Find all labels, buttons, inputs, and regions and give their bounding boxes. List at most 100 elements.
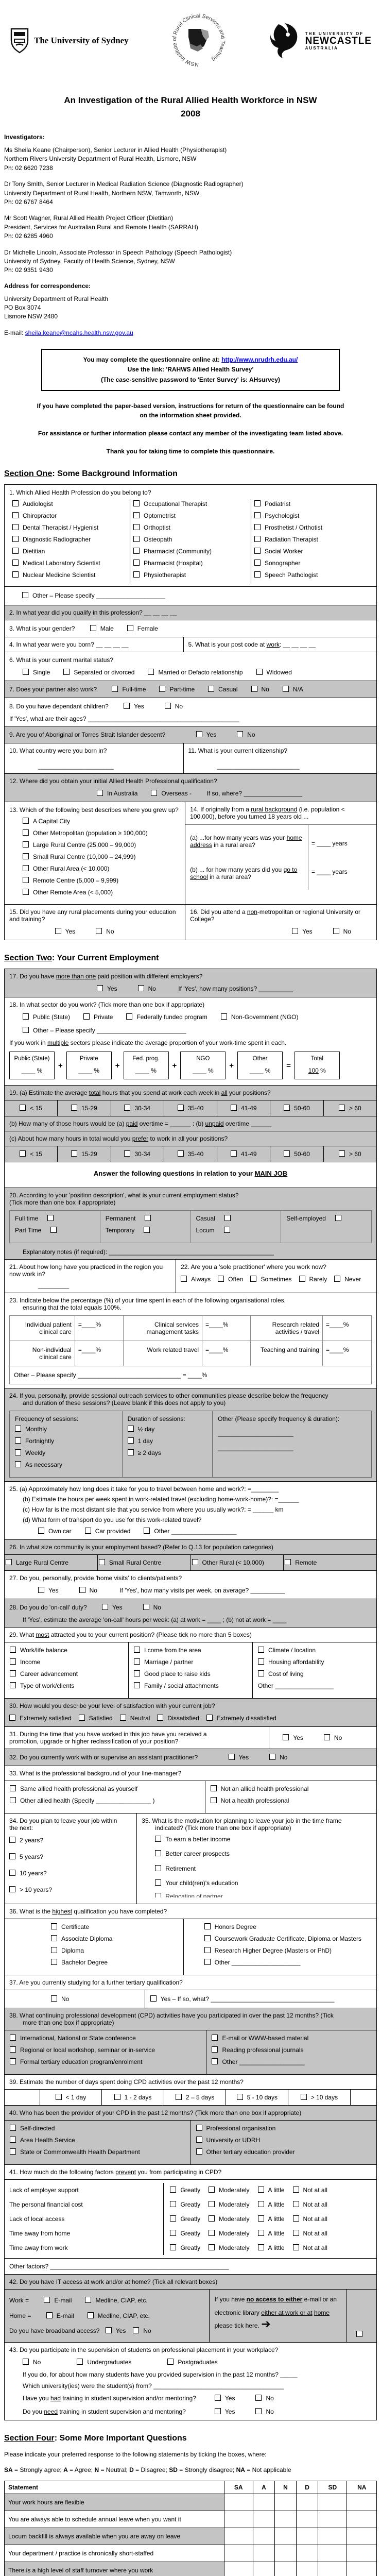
checkbox-option[interactable]: Greatly <box>170 2230 200 2237</box>
checkbox-option[interactable]: Other ____________________ <box>204 1959 371 1966</box>
checkbox-option[interactable]: No <box>133 2325 151 2337</box>
checkbox-icon[interactable] <box>12 500 19 507</box>
checkbox-icon[interactable] <box>236 2094 243 2100</box>
q23-role-value[interactable]: =____% <box>322 1316 371 1341</box>
checkbox-option[interactable]: Not at all <box>292 2187 327 2194</box>
checkbox-option[interactable]: Weekly <box>15 1449 117 1456</box>
checkbox-icon[interactable] <box>20 1105 26 1111</box>
checkbox-icon[interactable] <box>12 536 19 543</box>
checkbox-option[interactable]: Yes <box>228 1754 249 1761</box>
option-cell[interactable]: 35-40 <box>163 1146 217 1162</box>
checkbox-icon[interactable] <box>292 2201 299 2208</box>
checkbox-icon[interactable] <box>335 1215 341 1222</box>
checkbox-option[interactable]: Nuclear Medicine Scientist <box>12 571 127 579</box>
checkbox-option[interactable]: I come from the area <box>134 1647 247 1654</box>
checkbox-option[interactable]: Prosthetist / Orthotist <box>254 524 369 531</box>
checkbox-icon[interactable] <box>133 2327 140 2333</box>
checkbox-option[interactable]: Work/life balance <box>10 1647 123 1654</box>
checkbox-option[interactable]: Pharmacist (Community) <box>133 548 248 555</box>
checkbox-icon[interactable] <box>196 731 202 738</box>
checkbox-option[interactable]: Monthly <box>15 1426 117 1433</box>
checkbox-option[interactable]: Undergraduates <box>77 2358 131 2366</box>
checkbox-option[interactable]: E-mail <box>44 2294 72 2307</box>
q18-box-other[interactable]: Other ____ % <box>237 1052 283 1080</box>
checkbox-option[interactable]: Climate / location <box>258 1647 371 1654</box>
checkbox-icon[interactable] <box>181 1276 187 1282</box>
option-cell[interactable]: > 60 <box>323 1146 376 1162</box>
checkbox-icon[interactable] <box>12 560 19 566</box>
checkbox-option[interactable]: Yes <box>38 1587 59 1594</box>
checkbox-icon[interactable] <box>97 790 103 796</box>
checkbox-icon[interactable] <box>133 548 140 554</box>
checkbox-option[interactable]: Other allied health (Specify ___________… <box>10 1797 200 1804</box>
checkbox-icon[interactable] <box>210 1785 217 1792</box>
checkbox-option[interactable]: Research Higher Degree (Masters or PhD) <box>204 1947 371 1954</box>
checkbox-icon[interactable] <box>220 1013 227 1020</box>
checkbox-icon[interactable] <box>148 669 154 675</box>
checkbox-option[interactable]: Marriage / partner <box>134 1658 247 1666</box>
checkbox-option[interactable]: Type of work/clients <box>10 1682 123 1689</box>
checkbox-option[interactable]: Good place to raise kids <box>134 1670 247 1677</box>
checkbox-icon[interactable] <box>127 1449 134 1456</box>
checkbox-option[interactable]: Full-time <box>112 686 146 693</box>
checkbox-icon[interactable] <box>12 512 19 519</box>
checkbox-option[interactable]: Other – Please specify _________________… <box>23 1027 186 1034</box>
option-cell[interactable]: 35-40 <box>163 1100 217 1116</box>
checkbox-icon[interactable] <box>23 669 29 675</box>
checkbox-option[interactable]: 2 – 5 days <box>175 2094 214 2101</box>
option-cell[interactable]: < 15 <box>5 1146 57 1162</box>
checkbox-option[interactable]: Greatly <box>170 2215 200 2223</box>
checkbox-option[interactable]: < 15 <box>20 1150 42 1158</box>
checkbox-option[interactable]: Osteopath <box>133 536 248 543</box>
checkbox-icon[interactable] <box>145 1215 151 1222</box>
checkbox-icon[interactable] <box>218 1276 224 1282</box>
checkbox-icon[interactable] <box>356 2330 363 2337</box>
checkbox-option[interactable]: 50-60 <box>284 1150 310 1158</box>
checkbox-option[interactable]: N/A <box>282 686 303 693</box>
checkbox-option[interactable]: Diagnostic Radiographer <box>12 536 127 543</box>
checkbox-icon[interactable] <box>9 1715 15 1721</box>
checkbox-icon[interactable] <box>112 686 118 692</box>
answer-cell[interactable] <box>347 2561 377 2576</box>
checkbox-icon[interactable] <box>84 1528 91 1534</box>
checkbox-option[interactable]: Career advancement <box>10 1670 123 1677</box>
checkbox-icon[interactable] <box>6 1559 12 1566</box>
checkbox-option[interactable]: 35-40 <box>177 1150 203 1158</box>
checkbox-icon[interactable] <box>124 1150 131 1157</box>
checkbox-option[interactable]: Extremely dissatisfied <box>206 1715 276 1722</box>
checkbox-option[interactable]: Large Rural Centre <box>6 1559 68 1566</box>
checkbox-option[interactable]: Yes – If so, what? _____________________… <box>150 1995 335 2003</box>
checkbox-icon[interactable] <box>269 1754 276 1760</box>
checkbox-icon[interactable] <box>134 1658 140 1665</box>
checkbox-option[interactable]: Sometimes <box>250 1276 292 1283</box>
checkbox-option[interactable]: 50-60 <box>284 1105 310 1112</box>
q10-blank[interactable]: ______________________ <box>38 762 114 770</box>
checkbox-icon[interactable] <box>15 1461 21 1468</box>
checkbox-option[interactable]: Optometrist <box>133 512 248 519</box>
checkbox-icon[interactable] <box>155 1892 162 1897</box>
checkbox-icon[interactable] <box>144 1528 150 1534</box>
checkbox-icon[interactable] <box>151 790 158 796</box>
checkbox-icon[interactable] <box>150 1995 157 2002</box>
checkbox-icon[interactable] <box>170 2201 177 2208</box>
checkbox-icon[interactable] <box>10 1785 16 1792</box>
checkbox-option[interactable]: Married or Defacto relationship <box>148 669 243 676</box>
option-cell[interactable]: 5 - 10 days <box>226 2090 288 2106</box>
answer-cell[interactable] <box>347 2527 377 2545</box>
checkbox-option[interactable]: No <box>79 1587 97 1594</box>
checkbox-icon[interactable] <box>251 686 257 692</box>
checkbox-option[interactable]: Housing affordability <box>258 1658 371 1666</box>
checkbox-icon[interactable] <box>212 2058 218 2065</box>
checkbox-option[interactable]: A little <box>257 2244 285 2251</box>
checkbox-option[interactable]: 15-29 <box>71 1105 97 1112</box>
answer-cell[interactable] <box>347 2544 377 2562</box>
checkbox-option[interactable]: Income <box>10 1658 123 1666</box>
checkbox-icon[interactable] <box>282 686 289 692</box>
answer-cell[interactable] <box>318 2527 348 2545</box>
checkbox-option[interactable]: Yes <box>214 2394 235 2402</box>
checkbox-option[interactable]: ½ day <box>127 1426 207 1433</box>
checkbox-icon[interactable] <box>254 524 261 531</box>
q21-blank[interactable]: _________ <box>38 1282 70 1290</box>
checkbox-icon[interactable] <box>228 1754 235 1760</box>
checkbox-icon[interactable] <box>170 2215 177 2222</box>
